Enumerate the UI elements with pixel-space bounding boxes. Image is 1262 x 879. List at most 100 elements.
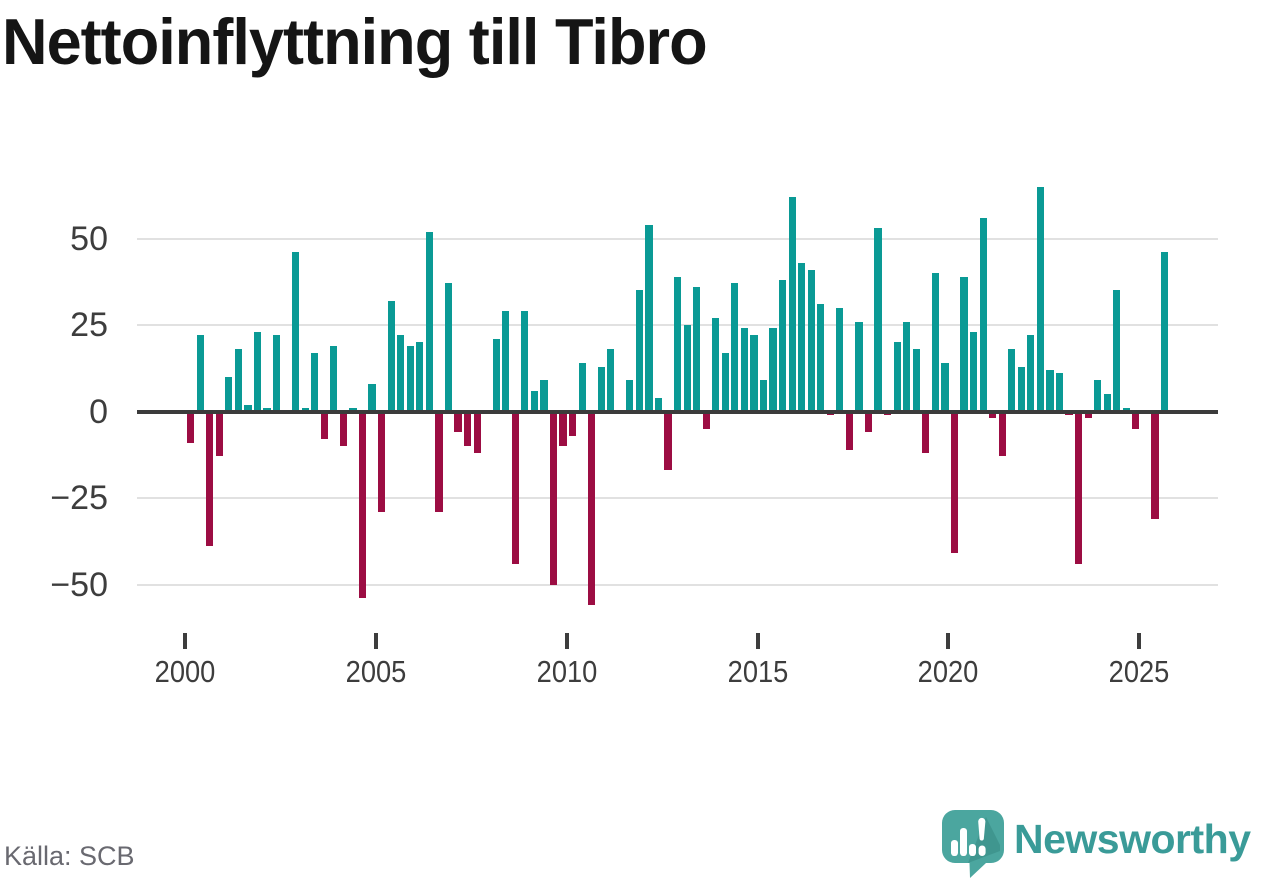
newsworthy-wordmark: Newsworthy [1014,816,1251,862]
bar-positive [626,380,634,412]
bar-negative [358,411,367,599]
bar-negative [864,411,873,433]
bar-positive [903,321,911,412]
y-axis-tick-label: 25 [70,306,108,344]
bar-positive [196,335,204,412]
bar-negative [1151,411,1159,519]
y-gridline [137,237,1218,240]
bar-negative [463,411,472,447]
bar-positive [492,338,500,412]
bar-negative [511,411,519,564]
bar-negative [1132,411,1140,429]
bar-positive [416,342,424,412]
bar-negative [187,411,195,443]
bar-positive [578,363,586,412]
bar-positive [368,383,376,412]
source-note: Källa: SCB [4,841,135,871]
chart-title: Nettoinflyttning till Tibro [2,5,708,78]
bar-positive [836,307,844,412]
bar-negative [378,411,386,512]
bar-negative [1084,411,1092,419]
bar-positive [234,349,243,412]
zero-axis-line [137,409,1218,414]
bar-positive [1008,349,1016,412]
x-axis-tick-mark [373,633,378,649]
bar-negative [664,411,672,471]
x-axis-tick-mark [946,633,951,649]
x-axis-tick-mark [755,633,760,649]
bar-positive [1036,186,1044,412]
bar-positive [1103,394,1111,412]
bar-negative [549,411,558,585]
bar-positive [807,269,815,412]
logo-exclamation-dot [978,845,986,856]
bar-negative [473,411,481,454]
bar-negative [206,411,214,547]
bar-positive [292,252,300,412]
bar-positive [683,325,691,412]
bar-positive [397,335,405,412]
bar-positive [635,290,643,412]
bar-positive [654,397,663,412]
bar-positive [817,304,825,412]
bar-positive [788,196,796,412]
bar-positive [759,380,768,412]
bar-negative [588,411,596,606]
bar-positive [912,349,920,412]
bar-negative [998,411,1006,457]
x-axis-tick-label: 2020 [918,654,979,689]
bar-positive [750,335,758,412]
bar-positive [673,276,682,412]
bar-positive [1017,366,1025,412]
bar-positive [693,286,701,412]
bar-positive [645,224,653,412]
y-axis-tick-label: 50 [70,219,108,258]
logo-bar-1 [951,840,958,856]
bar-positive [798,262,806,412]
logo-bar-2 [960,828,967,856]
y-gridline [137,497,1218,499]
y-axis-tick-label: 0 [89,392,108,431]
y-gridline [137,583,1218,586]
x-axis-tick-label: 2010 [536,654,597,689]
newsworthy-branding: Newsworthy [938,806,1262,879]
bar-positive [1094,380,1102,412]
bar-negative [435,411,443,512]
bar-positive [530,390,538,412]
bar-positive [960,276,968,412]
bar-positive [225,376,233,412]
x-axis-tick-label: 2025 [1109,654,1170,689]
bar-negative [215,411,223,457]
bar-positive [941,363,949,412]
bar-positive [855,321,863,412]
bar-negative [989,411,997,419]
bar-positive [521,311,529,412]
bar-positive [712,318,720,412]
bar-negative [568,411,577,436]
bar-positive [1160,252,1169,412]
bar-negative [454,411,462,433]
x-axis-tick-mark [182,633,187,649]
bar-positive [406,345,414,412]
bar-positive [740,328,748,412]
bar-positive [769,328,777,412]
bar-positive [931,273,939,412]
x-axis-tick-mark [564,633,569,649]
bar-positive [893,342,901,412]
bar-positive [607,349,615,412]
bar-negative [922,411,930,454]
bar-positive [597,366,605,412]
bar-positive [979,217,987,412]
bar-negative [950,411,959,554]
bar-positive [244,404,252,412]
bar-positive [874,228,882,412]
bar-positive [540,380,548,412]
bar-negative [339,411,348,447]
bar-positive [1046,369,1054,412]
bar-negative [559,411,567,447]
bar-positive [273,335,281,412]
bar-negative [320,411,328,440]
x-axis-tick-mark [1137,633,1142,649]
x-axis-tick-label: 2015 [727,654,788,689]
